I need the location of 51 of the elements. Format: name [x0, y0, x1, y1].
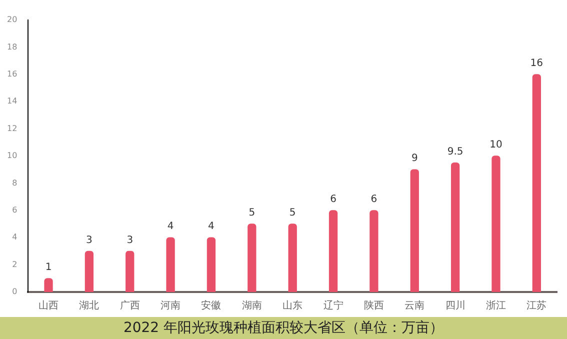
data-label: 9 [411, 153, 418, 164]
y-tick-label: 14 [6, 96, 18, 106]
y-tick-label: 10 [6, 151, 18, 160]
x-tick-label: 广西 [120, 300, 140, 312]
x-tick-label: 四川 [445, 300, 466, 312]
data-label: 6 [370, 194, 378, 205]
bar [44, 278, 53, 292]
data-label: 4 [208, 221, 214, 232]
x-tick-label: 河南 [160, 300, 181, 312]
data-label: 16 [530, 58, 544, 69]
x-tick-label: 山西 [38, 300, 59, 312]
y-tick-label: 0 [12, 287, 18, 296]
y-tick-label: 20 [6, 15, 18, 24]
bar [450, 162, 460, 292]
y-tick-label: 8 [12, 178, 18, 188]
bar [410, 169, 419, 292]
data-label: 6 [330, 194, 336, 205]
bar [206, 237, 216, 292]
bar [84, 250, 94, 292]
data-label: 4 [167, 221, 174, 232]
y-tick-label: 16 [6, 69, 18, 78]
text: 2022 年阳光玫瑰种植面积较大省区（单位：万亩） [0, 317, 567, 339]
y-tick-label: 2 [12, 260, 18, 269]
bar [370, 210, 378, 292]
y-tick-label: 18 [6, 42, 18, 52]
data-label: 10 [490, 140, 502, 151]
data-label: 5 [289, 208, 296, 219]
bar [166, 237, 175, 292]
x-tick-label: 浙江 [486, 300, 506, 312]
data-label: 5 [248, 208, 256, 219]
data-label: 3 [86, 234, 92, 246]
x-tick-label: 山东 [282, 300, 303, 312]
y-tick-label: 4 [12, 232, 18, 242]
bar [328, 210, 338, 292]
bar [492, 156, 500, 292]
y-tick-label: 6 [12, 205, 18, 214]
bar [532, 74, 541, 292]
y-tick-label: 12 [6, 124, 18, 133]
x-tick-label: 云南 [404, 300, 425, 312]
x-tick-label: 安徽 [201, 300, 222, 312]
x-tick-label: 辽宁 [323, 300, 344, 312]
x-tick-label: 江苏 [526, 300, 547, 312]
bar [288, 224, 297, 292]
bar [248, 224, 256, 292]
data-label: 3 [126, 234, 134, 246]
x-tick-label: 湖北 [79, 300, 100, 312]
data-label: 1 [45, 262, 52, 273]
bar [126, 250, 134, 292]
x-tick-label: 湖南 [242, 300, 262, 312]
x-tick-label: 陕西 [364, 300, 384, 312]
data-label: 9.5 [447, 146, 464, 158]
